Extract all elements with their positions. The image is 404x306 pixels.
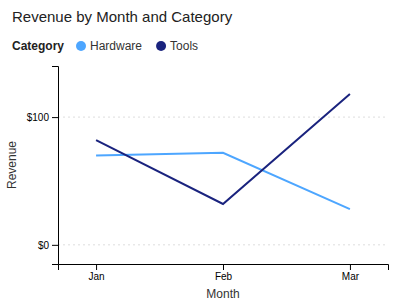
grid-line xyxy=(58,117,388,118)
x-tick-label: Jan xyxy=(89,271,105,282)
legend-label: Tools xyxy=(170,39,198,53)
x-axis-title: Month xyxy=(206,287,239,301)
x-tick-mark xyxy=(96,264,97,270)
legend-label: Hardware xyxy=(90,39,142,53)
chart: Revenue by Month and Category Category Har… xyxy=(0,0,404,306)
x-tick-mark xyxy=(350,264,351,270)
y-axis: $0 $100 xyxy=(27,67,59,265)
x-tick: Feb xyxy=(215,264,233,282)
title: Revenue by Month and Category xyxy=(12,8,233,25)
legend: Category Hardware Tools xyxy=(12,39,198,53)
grid-line xyxy=(58,244,388,245)
legend-item: Hardware xyxy=(76,39,142,53)
x-tick: Jan xyxy=(89,264,105,282)
x-tick-mark xyxy=(223,264,224,270)
y-tick: $0 xyxy=(38,240,58,251)
y-tick-label: $100 xyxy=(27,112,50,123)
x-axis-line xyxy=(59,265,389,271)
x-tick-label: Mar xyxy=(342,271,360,282)
legend-item: Tools xyxy=(156,39,198,53)
series-line xyxy=(96,94,350,204)
series-line xyxy=(96,153,350,209)
legend-title: Category xyxy=(12,39,64,53)
y-tick-mark xyxy=(52,117,58,118)
y-tick: $100 xyxy=(27,112,58,123)
y-tick-label: $0 xyxy=(38,240,50,251)
y-axis-line xyxy=(52,67,59,265)
series-group xyxy=(96,94,350,209)
x-tick-label: Feb xyxy=(215,271,233,282)
y-tick-mark xyxy=(52,245,58,246)
legend-swatch xyxy=(156,41,166,51)
grid xyxy=(58,117,388,245)
x-tick: Mar xyxy=(342,264,360,282)
x-axis: Jan Feb Mar xyxy=(59,264,389,282)
plot: Jan Feb Mar $0 $100 xyxy=(27,67,389,283)
y-axis-title: Revenue xyxy=(5,141,19,189)
legend-swatch xyxy=(76,41,86,51)
